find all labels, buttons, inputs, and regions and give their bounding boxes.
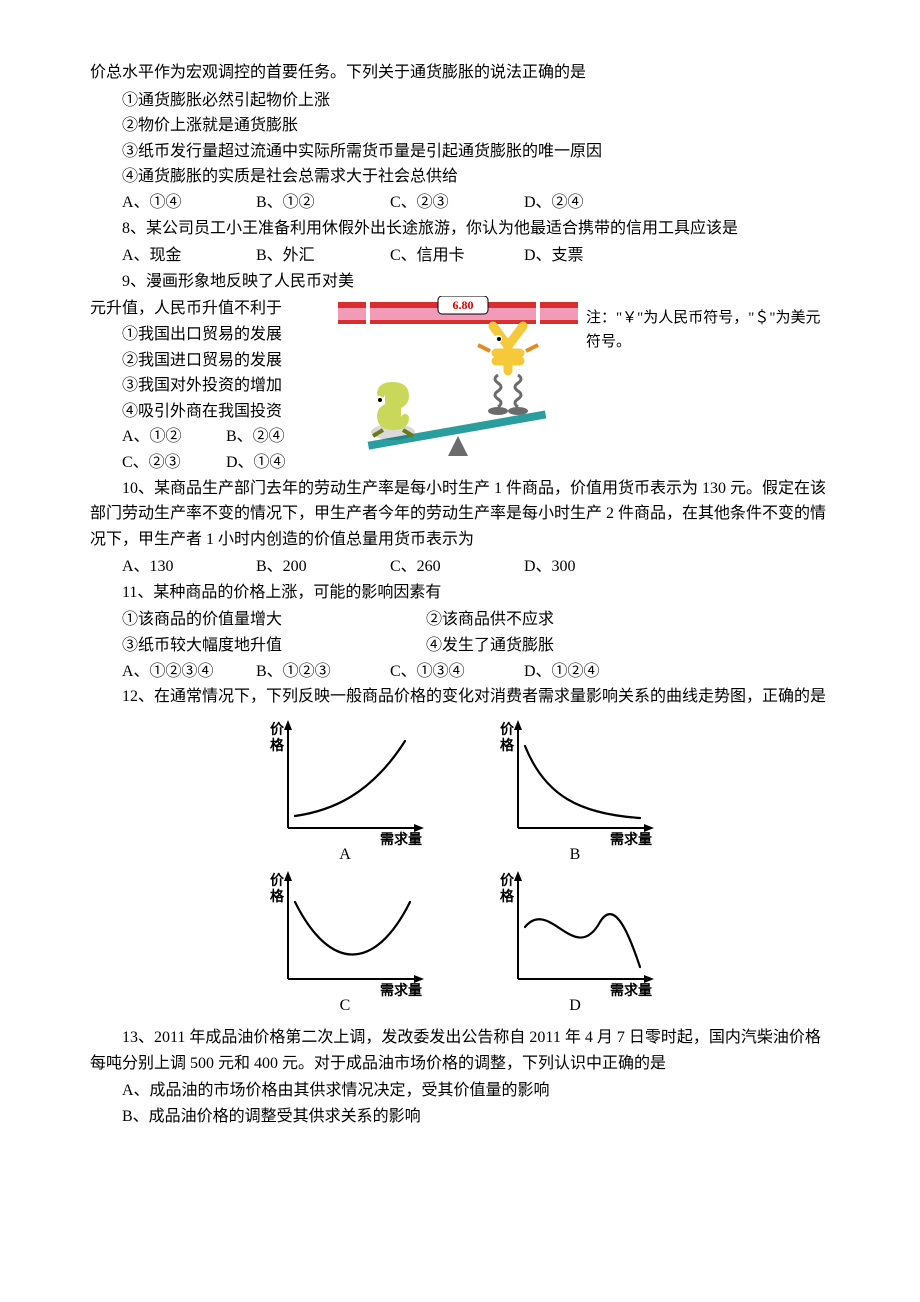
q9-stem1: 9、漫画形象地反映了人民币对美 xyxy=(90,269,830,295)
q9-stem2: 元升值，人民币升值不利于 xyxy=(90,296,330,322)
q7-statements: ①通货膨胀必然引起物价上涨 ②物价上涨就是通货膨胀 ③纸币发行量超过流通中实际所… xyxy=(90,88,830,190)
svg-text:价: 价 xyxy=(270,872,285,888)
q9-opt-c: C、②③ xyxy=(122,450,222,476)
q11-options: A、①②③④ B、①②③ C、①③④ D、①②④ xyxy=(90,659,830,685)
q10-stem: 10、某商品生产部门去年的劳动生产率是每小时生产 1 件商品，价值用货币表示为 … xyxy=(90,476,830,553)
svg-text:需求量: 需求量 xyxy=(380,982,422,997)
q7-opt-c: C、②③ xyxy=(390,190,520,216)
svg-text:价: 价 xyxy=(500,721,515,737)
q12-chart-a: 价格需求量 xyxy=(260,716,430,846)
q7-s2: ②物价上涨就是通货膨胀 xyxy=(122,113,830,139)
q7-opt-a: A、①④ xyxy=(122,190,252,216)
q13-stem: 13、2011 年成品油价格第二次上调，发改委发出公告称自 2011 年 4 月… xyxy=(90,1025,830,1076)
svg-text:需求量: 需求量 xyxy=(610,831,652,846)
q8-options: A、现金 B、外汇 C、信用卡 D、支票 xyxy=(90,243,830,269)
q10-opt-a: A、130 xyxy=(122,554,252,580)
q7-options: A、①④ B、①② C、②③ D、②④ xyxy=(90,190,830,216)
q11-statements: ①该商品的价值量增大 ②该商品供不应求 ③纸币较大幅度地升值 ④发生了通货膨胀 xyxy=(90,607,830,658)
svg-text:需求量: 需求量 xyxy=(380,831,422,846)
svg-text:格: 格 xyxy=(270,737,285,753)
svg-text:6.80: 6.80 xyxy=(453,298,474,312)
q9-cartoon: 6.80 xyxy=(338,296,578,466)
q7-opt-d: D、②④ xyxy=(524,190,654,216)
q12-label-b: B xyxy=(570,842,581,868)
q7-s4: ④通货膨胀的实质是社会总需求大于社会总供给 xyxy=(122,164,830,190)
q9-s4: ④吸引外商在我国投资 xyxy=(122,399,330,425)
svg-text:格: 格 xyxy=(500,737,515,753)
q9-s2: ②我国进口贸易的发展 xyxy=(122,348,330,374)
q8-opt-b: B、外汇 xyxy=(256,243,386,269)
q11-s2: ②该商品供不应求 xyxy=(426,611,554,628)
q11-s3: ③纸币较大幅度地升值 xyxy=(122,633,422,659)
q13-opt-b: B、成品油价格的调整受其供求关系的影响 xyxy=(122,1104,830,1130)
q12-chart-b: 价格需求量 xyxy=(490,716,660,846)
q11-stem: 11、某种商品的价格上涨，可能的影响因素有 xyxy=(90,580,830,606)
q12-label-c: C xyxy=(340,993,351,1019)
svg-text:价: 价 xyxy=(270,721,285,737)
q10-opt-b: B、200 xyxy=(256,554,386,580)
q11-opt-b: B、①②③ xyxy=(256,659,386,685)
q10-options: A、130 B、200 C、260 D、300 xyxy=(90,554,830,580)
q11-opt-c: C、①③④ xyxy=(390,659,520,685)
q12-charts: 价格需求量 A 价格需求量 B 价格需求量 C 价格需求量 D xyxy=(90,716,830,1019)
q9-opt-b: B、②④ xyxy=(226,424,326,450)
q12-label-d: D xyxy=(569,993,581,1019)
q11-s1: ①该商品的价值量增大 xyxy=(122,607,422,633)
q7-stem: 价总水平作为宏观调控的首要任务。下列关于通货膨胀的说法正确的是 xyxy=(90,60,830,86)
q13-opt-a: A、成品油的市场价格由其供求情况决定，受其价值量的影响 xyxy=(122,1078,830,1104)
q9-s1: ①我国出口贸易的发展 xyxy=(122,322,330,348)
q11-opt-d: D、①②④ xyxy=(524,659,654,685)
svg-text:格: 格 xyxy=(500,888,515,904)
q12-stem: 12、在通常情况下，下列反映一般商品价格的变化对消费者需求量影响关系的曲线走势图… xyxy=(90,684,830,710)
q8-stem: 8、某公司员工小王准备利用休假外出长途旅游，你认为他最适合携带的信用工具应该是 xyxy=(90,216,830,242)
q9-opt-d: D、①④ xyxy=(226,450,326,476)
q8-opt-d: D、支票 xyxy=(524,243,654,269)
q11-s4: ④发生了通货膨胀 xyxy=(426,637,554,654)
q8-opt-c: C、信用卡 xyxy=(390,243,520,269)
q12-label-a: A xyxy=(339,842,351,868)
q7-s1: ①通货膨胀必然引起物价上涨 xyxy=(122,88,830,114)
q10-opt-c: C、260 xyxy=(390,554,520,580)
q10-opt-d: D、300 xyxy=(524,554,654,580)
svg-text:格: 格 xyxy=(270,888,285,904)
q11-opt-a: A、①②③④ xyxy=(122,659,252,685)
q8-opt-a: A、现金 xyxy=(122,243,252,269)
q7-opt-b: B、①② xyxy=(256,190,386,216)
q12-chart-c: 价格需求量 xyxy=(260,867,430,997)
q9-opt-a: A、①② xyxy=(122,424,222,450)
svg-text:价: 价 xyxy=(500,872,515,888)
q9-note: 注："￥"为人民币符号，"＄"为美元符号。 xyxy=(586,296,830,354)
q12-chart-d: 价格需求量 xyxy=(490,867,660,997)
q9-s3: ③我国对外投资的增加 xyxy=(122,373,330,399)
q7-s3: ③纸币发行量超过流通中实际所需货币量是引起通货膨胀的唯一原因 xyxy=(122,139,830,165)
svg-text:需求量: 需求量 xyxy=(610,982,652,997)
